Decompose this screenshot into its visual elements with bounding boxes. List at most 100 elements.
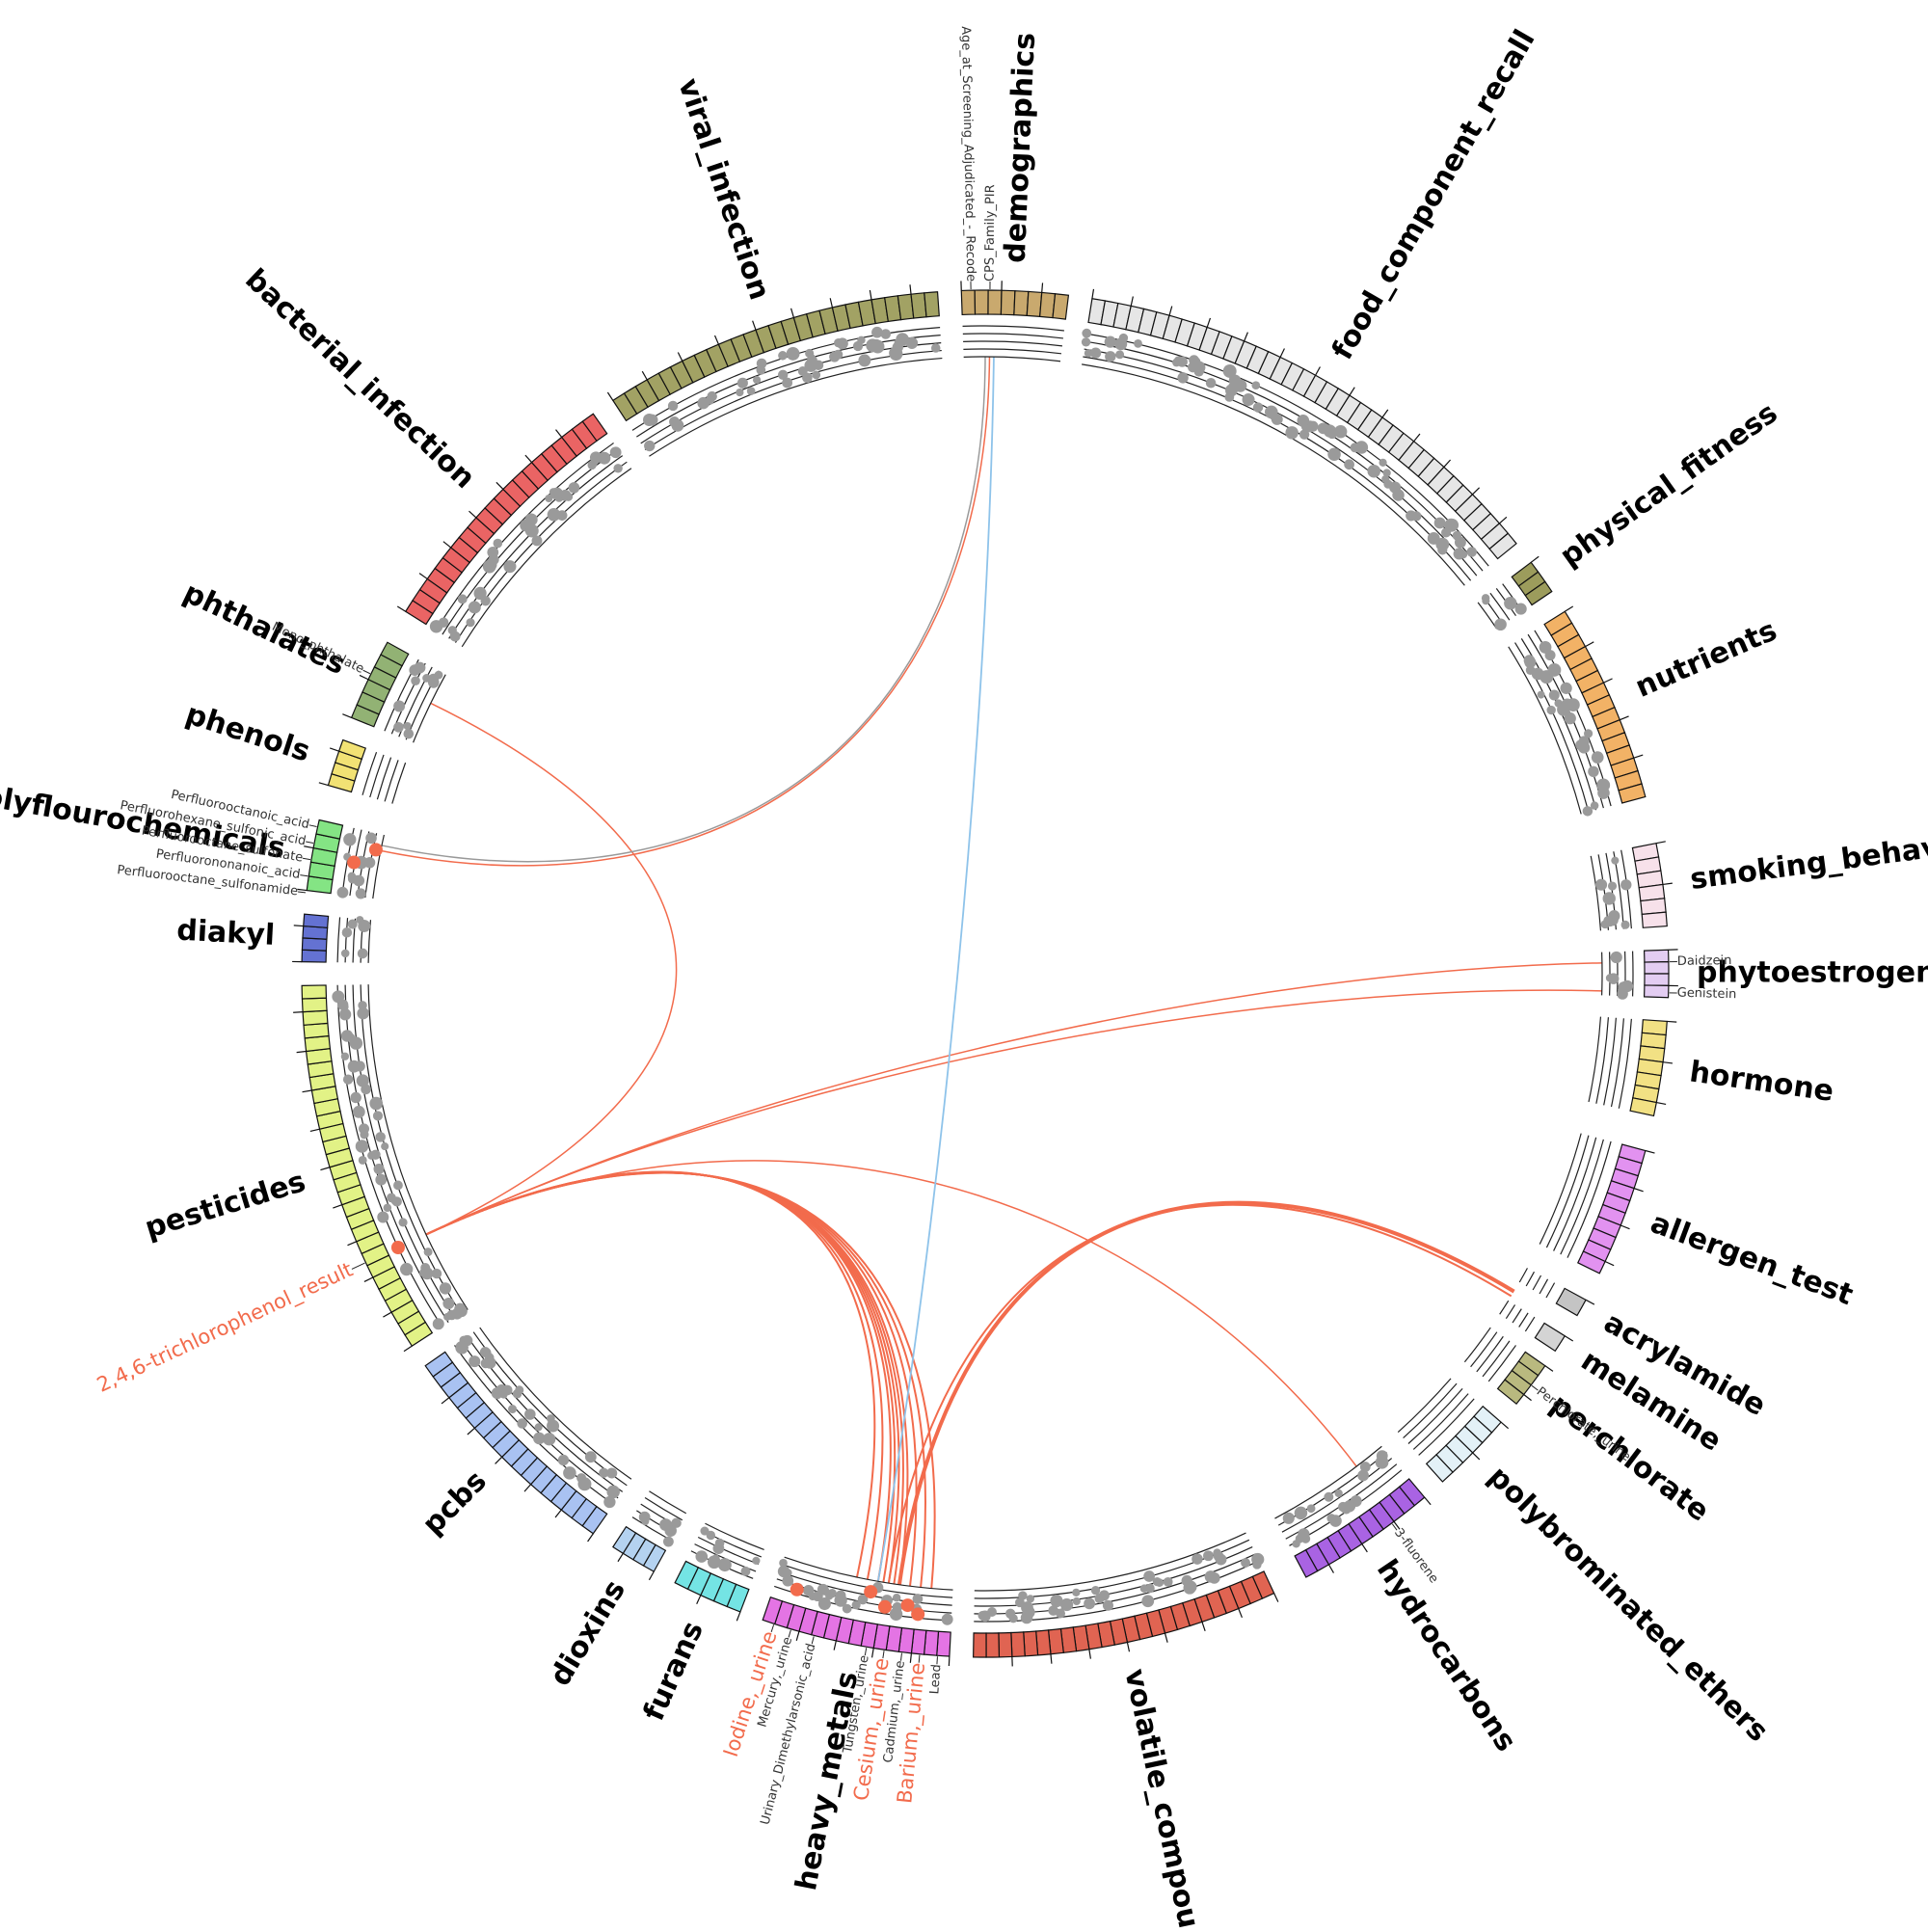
data-dot bbox=[1611, 952, 1622, 963]
data-dot bbox=[517, 1418, 527, 1429]
sector-label: pesticides bbox=[141, 1165, 309, 1246]
data-dot bbox=[404, 729, 415, 739]
tick-mark bbox=[348, 1242, 357, 1246]
data-dot bbox=[606, 1486, 620, 1499]
data-dot bbox=[747, 387, 756, 395]
data-dot bbox=[358, 949, 368, 959]
track-line bbox=[1464, 1328, 1490, 1362]
variable-label: CPS_Family_PIR bbox=[983, 184, 999, 282]
data-dot bbox=[1209, 1572, 1220, 1584]
data-dot bbox=[1094, 1594, 1104, 1603]
data-dot bbox=[373, 1111, 383, 1120]
variable-label: Daidzein bbox=[1677, 953, 1732, 969]
data-dot bbox=[358, 920, 370, 932]
data-dot bbox=[1091, 1586, 1100, 1595]
data-dot bbox=[494, 539, 503, 549]
highlight-dot bbox=[878, 1600, 892, 1614]
data-dot bbox=[558, 1455, 569, 1465]
data-dot bbox=[500, 1391, 508, 1399]
data-dot bbox=[480, 1347, 491, 1357]
data-dot bbox=[481, 1358, 491, 1368]
data-dot bbox=[337, 887, 349, 899]
label-leader bbox=[306, 842, 313, 844]
data-dot bbox=[977, 1611, 987, 1621]
highlight-dot bbox=[369, 843, 383, 856]
tick-mark bbox=[1585, 642, 1593, 647]
tick-mark bbox=[333, 1205, 341, 1208]
data-dot bbox=[858, 354, 870, 366]
link bbox=[426, 1172, 874, 1577]
data-dot bbox=[375, 1174, 387, 1186]
tick-mark bbox=[297, 1051, 307, 1052]
data-dot bbox=[1015, 1597, 1025, 1607]
data-dot bbox=[1252, 1560, 1261, 1569]
tick-mark bbox=[1524, 1395, 1532, 1401]
data-dot bbox=[1327, 447, 1341, 461]
link bbox=[426, 1173, 935, 1589]
track-line bbox=[362, 752, 377, 795]
data-dot bbox=[469, 601, 481, 613]
variable-bar bbox=[1036, 1630, 1051, 1655]
variable-bar bbox=[1001, 290, 1015, 314]
data-dot bbox=[1134, 339, 1142, 348]
link bbox=[426, 1161, 1356, 1466]
data-dot bbox=[1214, 1551, 1224, 1562]
tick-mark bbox=[1499, 517, 1507, 523]
data-dot bbox=[1297, 415, 1309, 427]
data-dot bbox=[1591, 801, 1598, 809]
label-leader bbox=[883, 1650, 884, 1658]
tick-mark bbox=[642, 371, 647, 380]
data-dot bbox=[833, 350, 843, 360]
tick-mark bbox=[1620, 1225, 1629, 1229]
data-dot bbox=[508, 1405, 517, 1413]
tick-mark bbox=[1473, 1453, 1480, 1460]
data-dot bbox=[798, 366, 808, 376]
label-leader bbox=[303, 858, 310, 859]
tick-mark bbox=[524, 1485, 531, 1491]
tick-mark bbox=[443, 542, 451, 548]
data-dot bbox=[430, 620, 442, 632]
tick-mark bbox=[1350, 388, 1354, 395]
data-dot bbox=[400, 1263, 413, 1275]
variable-bar bbox=[937, 1631, 951, 1656]
tick-mark bbox=[1169, 307, 1172, 316]
data-dot bbox=[1285, 426, 1298, 439]
data-dot bbox=[639, 1512, 651, 1523]
data-dot bbox=[1084, 1597, 1095, 1609]
tick-mark bbox=[404, 1346, 412, 1351]
sector-label: hydrocarbons bbox=[1370, 1553, 1523, 1758]
data-dot bbox=[718, 1558, 732, 1571]
data-dot bbox=[469, 1355, 480, 1367]
highlight-dot bbox=[790, 1583, 804, 1597]
data-dot bbox=[455, 1341, 469, 1355]
data-dot bbox=[695, 1550, 708, 1563]
data-dot bbox=[350, 1036, 362, 1049]
label-leader bbox=[771, 1624, 773, 1632]
data-dot bbox=[1494, 618, 1507, 631]
data-dot bbox=[381, 1142, 388, 1150]
tick-mark bbox=[1274, 1594, 1278, 1602]
data-dot bbox=[1177, 372, 1188, 383]
data-dot bbox=[448, 626, 457, 634]
data-dot bbox=[812, 371, 820, 380]
data-dot bbox=[647, 415, 658, 426]
tick-mark bbox=[342, 714, 351, 718]
tick-mark bbox=[697, 1596, 701, 1604]
data-dot bbox=[1392, 489, 1405, 501]
data-dot bbox=[1377, 1450, 1388, 1462]
data-dot bbox=[809, 1593, 817, 1601]
data-dot bbox=[409, 664, 420, 676]
data-dot bbox=[563, 1466, 576, 1480]
tick-mark bbox=[1604, 679, 1613, 683]
data-dot bbox=[1515, 604, 1527, 615]
variable-bar bbox=[975, 290, 988, 314]
data-dot bbox=[1251, 381, 1260, 389]
data-dot bbox=[513, 1389, 522, 1398]
label-leader bbox=[812, 1636, 814, 1644]
sector-label: smoking_behavior bbox=[1688, 824, 1928, 897]
highlight-dot bbox=[911, 1607, 924, 1621]
tick-mark bbox=[1202, 1622, 1205, 1630]
variable-bar bbox=[303, 1010, 328, 1025]
links bbox=[381, 357, 1602, 1589]
variable-bar bbox=[1645, 962, 1669, 974]
